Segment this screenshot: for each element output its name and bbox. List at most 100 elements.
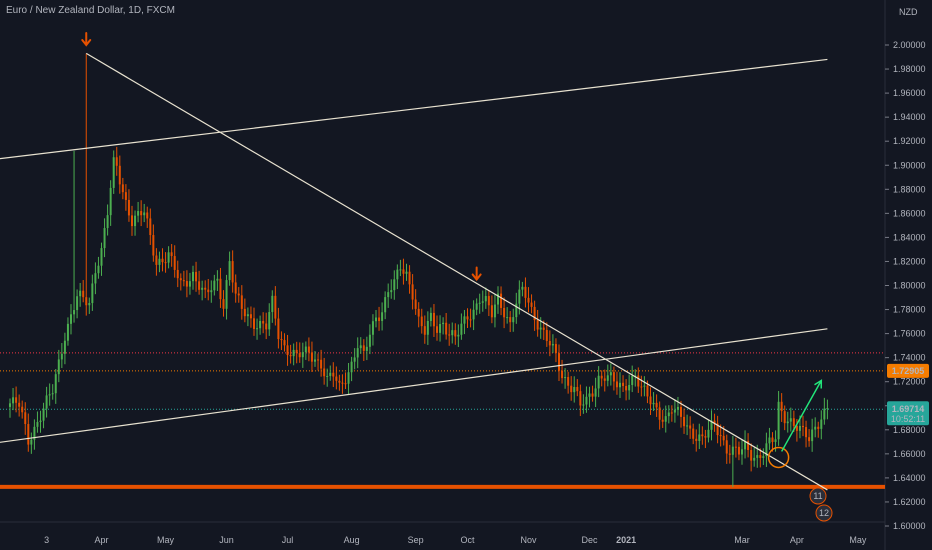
candle-body: [103, 228, 106, 249]
candle-body: [323, 368, 326, 377]
candle-body: [698, 434, 701, 441]
candle-body: [60, 353, 63, 360]
candle-body: [146, 212, 149, 219]
candle-body: [310, 352, 313, 362]
candle-body: [716, 423, 719, 436]
candle-body: [384, 297, 387, 313]
y-tick-label: 1.64000: [893, 473, 926, 483]
candle-body: [51, 393, 54, 395]
candle-body: [436, 326, 438, 333]
candle-body: [728, 453, 731, 455]
candle-body: [530, 302, 533, 307]
y-tick-label: 1.96000: [893, 88, 926, 98]
candle-body: [57, 359, 60, 375]
candle-body: [734, 446, 737, 448]
candle-body: [243, 308, 246, 317]
highlight-circle[interactable]: [767, 446, 790, 469]
candle-body: [265, 323, 268, 330]
candle-body: [420, 316, 423, 327]
downtrend-line[interactable]: [85, 52, 828, 491]
candle-body: [634, 375, 637, 377]
candle-body: [478, 302, 481, 304]
event-badge-label: 11: [813, 491, 822, 501]
candle-body: [463, 316, 466, 324]
candle-body: [643, 385, 646, 387]
candle-body: [792, 418, 795, 426]
y-tick-label: 1.74000: [893, 353, 926, 363]
upper-channel-line[interactable]: [0, 58, 828, 160]
y-tick-label: 1.60000: [893, 521, 926, 531]
candle-body: [429, 312, 432, 321]
y-tick-label: 1.66000: [893, 449, 926, 459]
candle-body: [295, 349, 298, 354]
candle-body: [603, 378, 606, 381]
candle-body: [722, 435, 725, 441]
candle-body: [542, 327, 545, 330]
candle-body: [368, 334, 371, 347]
candle-body: [271, 295, 274, 313]
candle-body: [268, 312, 271, 330]
candle-body: [652, 402, 655, 405]
candle-body: [423, 326, 426, 335]
candle-body: [564, 377, 567, 379]
candle-body: [137, 211, 140, 216]
candle-body: [280, 339, 283, 341]
candle-body: [448, 334, 451, 336]
candle-body: [402, 269, 405, 274]
candle-body: [554, 344, 557, 354]
candle-body: [274, 295, 277, 319]
x-tick-label: 2021: [616, 535, 636, 545]
candle-body: [750, 450, 753, 461]
candle-body: [789, 418, 792, 422]
candle-body: [170, 252, 173, 257]
candle-body: [179, 278, 182, 281]
candle-body: [399, 269, 402, 271]
candle-body: [396, 269, 399, 280]
candle-body: [24, 412, 27, 425]
candle-body: [487, 296, 490, 306]
candle-body: [506, 317, 509, 319]
candle-body: [673, 409, 676, 413]
candle-body: [591, 393, 594, 397]
y-tick-label: 1.88000: [893, 184, 926, 194]
currency-label: NZD: [899, 7, 918, 17]
candle-body: [588, 393, 591, 397]
candle-body: [390, 290, 393, 293]
candle-body: [112, 157, 115, 188]
symbol-title[interactable]: Euro / New Zealand Dollar, 1D, FXCM: [6, 5, 175, 16]
candle-body: [817, 426, 820, 429]
y-tick-label: 1.76000: [893, 329, 926, 339]
candle-body: [356, 348, 359, 358]
candle-body: [350, 361, 353, 373]
lower-channel-line[interactable]: [0, 328, 828, 443]
candle-body: [393, 279, 396, 291]
candle-body: [811, 429, 814, 442]
candle-body: [509, 317, 512, 323]
y-tick-label: 1.72000: [893, 377, 926, 387]
candle-body: [100, 248, 103, 266]
arrow-down-marker: [81, 32, 92, 47]
candle-body: [661, 419, 664, 422]
candle-body: [518, 289, 521, 304]
candle-body: [460, 323, 463, 335]
candle-body: [805, 427, 808, 438]
candle-body: [597, 375, 600, 389]
candle-body: [432, 312, 435, 327]
projection-arrow-head: [814, 379, 823, 389]
event-badge[interactable]: [815, 504, 833, 522]
candle-body: [573, 386, 576, 393]
candle-body: [161, 258, 164, 263]
candle-body: [246, 314, 249, 317]
candle-body: [582, 404, 585, 406]
countdown-text: 10:52:11: [891, 414, 925, 424]
candle-body: [628, 384, 631, 391]
candle-body: [124, 192, 127, 200]
candle-body: [551, 344, 554, 346]
projection-arrow-line[interactable]: [780, 380, 822, 452]
candle-body: [808, 437, 811, 442]
event-badge[interactable]: [809, 487, 827, 505]
candle-body: [12, 397, 15, 404]
candle-body: [182, 280, 185, 282]
